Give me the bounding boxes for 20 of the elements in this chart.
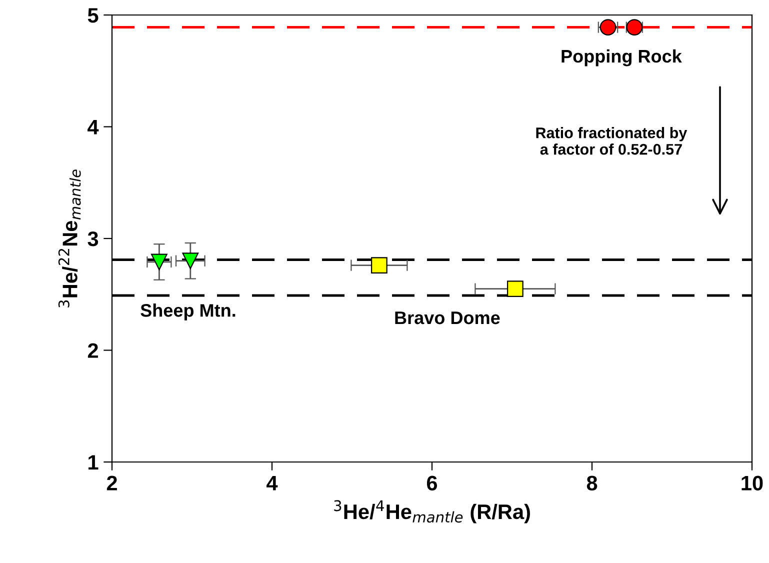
y-tick-label: 1 — [88, 455, 98, 470]
series-label: Popping Rock — [562, 49, 682, 66]
annotation: Ratio fractionated by a factor of 0.52-0.57 — [536, 127, 688, 155]
point — [507, 280, 524, 297]
x-tick-label: 8 — [586, 476, 598, 490]
x-tick-label: 10 — [742, 476, 763, 490]
point — [182, 252, 199, 270]
series-label: Bravo Dome — [395, 312, 500, 324]
y-tick-label: 2 — [88, 343, 98, 358]
y-tick-label: 4 — [88, 120, 99, 134]
point — [371, 257, 388, 274]
y-tick-label: 5 — [88, 8, 98, 23]
point — [151, 254, 168, 270]
x-tick-label: 2 — [106, 476, 117, 490]
y-axis-title: $^{3}$He/$^{22}$Ne$_{mantle}$ — [58, 170, 81, 308]
x-tick-label: 6 — [426, 476, 438, 490]
x-axis-title: $^{3}$He/$^{4}$He$_{mantle}$ (R/Ra) — [334, 500, 530, 524]
y-tick-label: 3 — [88, 232, 98, 246]
text: Sheep Mtn. — [140, 304, 236, 320]
x-tick-label: 4 — [266, 476, 278, 490]
